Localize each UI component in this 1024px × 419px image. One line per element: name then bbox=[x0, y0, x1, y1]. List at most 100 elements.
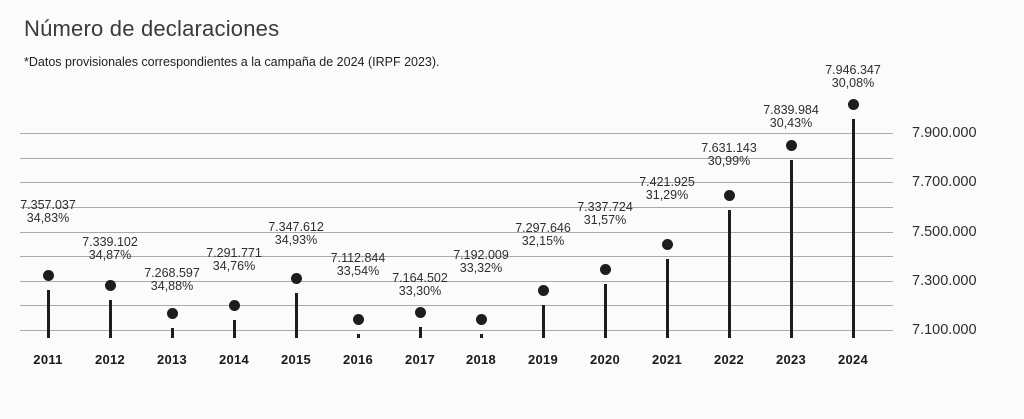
data-point-percent: 34,83% bbox=[26, 211, 70, 225]
data-point-value: 7.347.612 bbox=[268, 220, 324, 234]
y-axis-tick-label: 7.900.000 bbox=[912, 125, 977, 141]
data-point-dot bbox=[847, 98, 859, 110]
data-point-dot bbox=[537, 284, 549, 296]
data-point-dot bbox=[599, 263, 611, 275]
x-axis-year-label: 2014 bbox=[218, 352, 250, 367]
data-point-value: 7.337.724 bbox=[577, 200, 633, 214]
data-point-value: 7.291.771 bbox=[206, 246, 262, 260]
lollipop-stem bbox=[479, 334, 483, 338]
x-axis-year-label: 2021 bbox=[651, 352, 683, 367]
data-point-percent: 34,93% bbox=[274, 233, 318, 247]
y-axis-tick-label: 7.300.000 bbox=[912, 272, 977, 289]
x-axis-year-label: 2023 bbox=[775, 352, 807, 367]
x-axis-year-label: 2017 bbox=[404, 352, 436, 367]
lollipop-stem bbox=[108, 300, 112, 338]
gridline bbox=[20, 231, 893, 233]
data-point-label: 7.297.646 32,15% bbox=[515, 222, 571, 248]
gridline bbox=[20, 256, 893, 258]
y-axis-tick-label: 7.500.000 bbox=[912, 223, 977, 240]
data-point-percent: 34,88% bbox=[150, 279, 194, 293]
lollipop-stem bbox=[727, 210, 731, 338]
data-point-dot bbox=[414, 306, 426, 318]
data-point-value: 7.268.597 bbox=[144, 266, 200, 280]
x-axis-year-label: 2013 bbox=[156, 352, 188, 367]
data-point-dot bbox=[661, 238, 673, 250]
lollipop-stem bbox=[294, 293, 298, 338]
data-point-percent: 31,57% bbox=[583, 213, 627, 227]
lollipop-stem bbox=[789, 160, 793, 338]
data-point-dot bbox=[352, 313, 364, 325]
data-point-label: 7.839.984 30,43% bbox=[763, 104, 819, 130]
data-point-value: 7.631.143 bbox=[701, 141, 757, 155]
x-axis-year-label: 2020 bbox=[589, 352, 621, 367]
y-axis-tick-label: 7.700.000 bbox=[912, 174, 977, 191]
page-subtitle: *Datos provisionales correspondientes a … bbox=[24, 55, 440, 69]
x-axis-year-label: 2018 bbox=[465, 352, 497, 367]
data-point-percent: 30,43% bbox=[769, 116, 813, 130]
y-axis-tick-label: 7.100.000 bbox=[912, 322, 977, 338]
data-point-percent: 34,76% bbox=[212, 259, 256, 273]
data-point-label: 7.339.102 34,87% bbox=[82, 236, 138, 262]
data-point-value: 7.357.037 bbox=[20, 198, 76, 212]
gridline bbox=[20, 305, 893, 307]
data-point-value: 7.297.646 bbox=[515, 221, 571, 235]
lollipop-stem bbox=[851, 119, 855, 338]
x-axis-year-label: 2022 bbox=[713, 352, 745, 367]
data-point-label: 7.164.502 33,30% bbox=[392, 272, 448, 298]
data-point-label: 7.112.844 33,54% bbox=[331, 252, 386, 278]
data-point-dot bbox=[475, 313, 487, 325]
x-axis-year-label: 2016 bbox=[342, 352, 374, 367]
data-point-label: 7.631.143 30,99% bbox=[701, 142, 757, 168]
data-point-label: 7.337.724 31,57% bbox=[577, 201, 633, 227]
data-point-percent: 30,99% bbox=[707, 154, 751, 168]
lollipop-stem bbox=[232, 320, 236, 338]
data-point-percent: 34,87% bbox=[88, 248, 132, 262]
data-point-label: 7.192.009 33,32% bbox=[453, 249, 509, 275]
data-point-dot bbox=[290, 272, 302, 284]
data-point-value: 7.946.347 bbox=[825, 63, 881, 77]
data-point-value: 7.339.102 bbox=[82, 235, 138, 249]
data-point-dot bbox=[166, 307, 178, 319]
gridline bbox=[20, 330, 893, 331]
lollipop-stem bbox=[46, 290, 50, 338]
x-axis-year-label: 2011 bbox=[33, 352, 63, 367]
x-axis-year-label: 2019 bbox=[527, 352, 559, 367]
lollipop-stem bbox=[665, 259, 669, 338]
data-point-value: 7.839.984 bbox=[763, 103, 819, 117]
data-point-percent: 33,54% bbox=[336, 264, 380, 278]
gridline bbox=[20, 206, 893, 208]
lollipop-stem bbox=[170, 328, 174, 338]
data-point-value: 7.421.925 bbox=[639, 175, 695, 189]
lollipop-stem bbox=[541, 305, 545, 338]
gridline bbox=[20, 182, 893, 184]
data-point-dot bbox=[785, 139, 797, 151]
data-point-percent: 30,08% bbox=[831, 76, 875, 90]
x-axis-year-label: 2015 bbox=[280, 352, 312, 367]
data-point-dot bbox=[723, 189, 735, 201]
x-axis-year-label: 2012 bbox=[94, 352, 126, 367]
data-point-dot bbox=[228, 299, 240, 311]
x-axis-year-label: 2024 bbox=[837, 352, 869, 367]
data-point-dot bbox=[104, 279, 116, 291]
data-point-percent: 32,15% bbox=[521, 234, 565, 248]
data-point-label: 7.421.925 31,29% bbox=[639, 176, 695, 202]
data-point-percent: 33,30% bbox=[398, 284, 442, 298]
gridline bbox=[20, 280, 893, 282]
data-point-label: 7.268.597 34,88% bbox=[144, 267, 200, 293]
data-point-value: 7.164.502 bbox=[392, 271, 448, 285]
page-title: Número de declaraciones bbox=[24, 16, 280, 41]
data-point-percent: 31,29% bbox=[645, 188, 689, 202]
lollipop-stem bbox=[356, 334, 360, 338]
data-point-percent: 33,32% bbox=[459, 261, 503, 275]
data-point-label: 7.946.347 30,08% bbox=[825, 64, 881, 90]
data-point-label: 7.347.612 34,93% bbox=[268, 221, 324, 247]
data-point-value: 7.112.844 bbox=[330, 251, 386, 265]
data-point-value: 7.192.009 bbox=[453, 248, 509, 262]
gridline bbox=[20, 133, 893, 134]
data-point-dot bbox=[42, 269, 54, 281]
gridline bbox=[20, 157, 893, 159]
lollipop-stem bbox=[418, 327, 422, 338]
data-point-label: 7.357.037 34,83% bbox=[20, 199, 76, 225]
